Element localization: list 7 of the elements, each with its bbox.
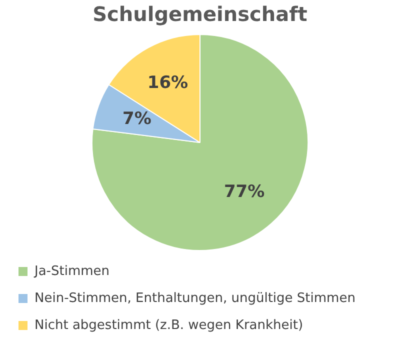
legend-label: Ja-Stimmen	[34, 264, 110, 279]
legend-label: Nicht abgestimmt (z.B. wegen Krankheit)	[34, 318, 304, 333]
data-label: 77%	[224, 182, 265, 202]
legend-label: Nein-Stimmen, Enthaltungen, ungültige Stimmen	[34, 290, 356, 306]
data-label: 16%	[147, 73, 188, 94]
data-label: 7%	[122, 109, 152, 130]
chart-title: Schulgemeinschaft	[92, 2, 308, 26]
